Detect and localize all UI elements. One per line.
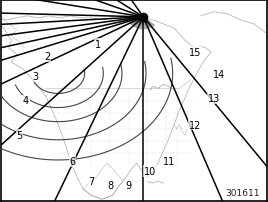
Text: 9: 9 [126,180,132,190]
Text: 5: 5 [16,130,23,140]
Text: 8: 8 [107,180,113,190]
Text: 4: 4 [23,96,29,106]
Text: 10: 10 [144,166,156,176]
Text: 6: 6 [70,156,76,166]
Text: 14: 14 [213,70,225,80]
Text: 12: 12 [189,120,202,130]
Text: 2: 2 [44,52,50,62]
Text: 15: 15 [189,48,202,58]
Text: 1: 1 [95,40,101,50]
Text: 3: 3 [32,72,38,82]
Text: 11: 11 [162,156,175,166]
Text: 7: 7 [88,176,94,186]
Text: 301611: 301611 [225,188,259,197]
Text: 13: 13 [208,94,220,104]
